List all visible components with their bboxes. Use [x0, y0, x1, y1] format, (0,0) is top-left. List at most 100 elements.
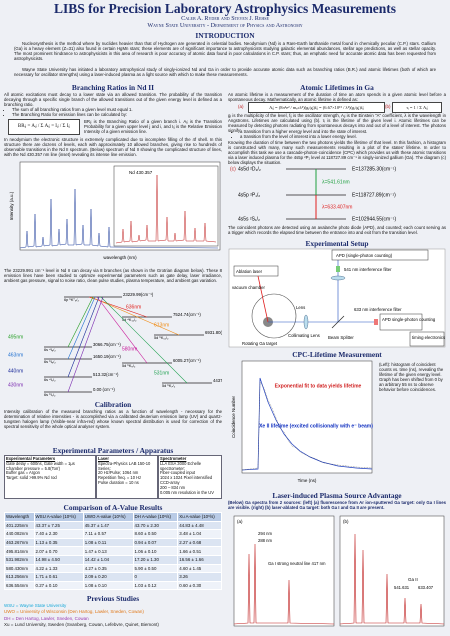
- box-title: Experimental Parameters: [6, 456, 56, 461]
- spectrum-trace: [233, 543, 335, 625]
- paragraph: Nucleosynthesis is the method where by n…: [14, 41, 436, 61]
- paragraph: Intensity calibration of the measured br…: [4, 409, 222, 429]
- y-axis-label: Intensity (a.u.): [9, 191, 14, 220]
- table-cell: 7.40 ± 2.30: [33, 529, 84, 539]
- table-cell: 2.09 ± 0.20: [82, 572, 134, 582]
- peak-label: 288 nm: [258, 538, 272, 543]
- apd-box: [379, 313, 423, 331]
- y-axis-label: Coincidence Number: [231, 395, 236, 438]
- section-heading: Experimental Parameters / Apparatus: [52, 446, 174, 455]
- study-item: DH = Den Hartog, Lawler, Sneden, Cowan: [4, 615, 89, 621]
- box-item: Repetition freq. = 10 Hz: [98, 475, 142, 481]
- setup-label: 541 nm interference filter: [344, 267, 392, 272]
- table-row: 440.082nm 7.40 ± 2.30 7.11 ± 0.57 8.60 ± 0.…: [4, 529, 222, 539]
- setup-label: Beam Splitter: [328, 335, 354, 340]
- setup-label: APD single-photon counting: [382, 317, 436, 322]
- setup-label: Rotating Ga target: [242, 341, 278, 346]
- setup-diagram: Ablation laser APD (single-photon countin…: [228, 248, 446, 348]
- transition: [67, 296, 94, 348]
- cpc-chart: Exponential fit to data yields lifetime …: [231, 360, 373, 483]
- transition: [100, 296, 188, 384]
- definition: BRᵢⱼ is the Branching Ratio of a given b…: [84, 119, 222, 134]
- laser-box: [233, 265, 279, 277]
- transition-label: λ=633.407nm: [322, 204, 352, 210]
- setup-label: vacuum chamber: [232, 285, 266, 290]
- box-item: Gate delay = 600ns, Gate width = 1μs: [6, 460, 75, 466]
- table-cell: 45.37 ± 1.47: [82, 520, 134, 531]
- paragraph: Knowing the duration of time between the…: [228, 140, 446, 165]
- paragraph: All atomic excitations must decay to a l…: [4, 92, 222, 107]
- lens: [303, 314, 309, 330]
- note: (Left): histogram of coincident counts v…: [379, 362, 444, 392]
- bullet: a transition from a higher energy level …: [240, 129, 450, 134]
- transition-label: 531nm: [154, 370, 169, 376]
- filter: [374, 319, 378, 325]
- level-energy: 6931.80(cm⁻¹): [205, 330, 222, 335]
- level-energy: 7524.74(cm⁻¹): [173, 312, 201, 317]
- paragraph: The coincident photons are detected usin…: [228, 225, 446, 235]
- tag: (b): [343, 519, 349, 524]
- level-term: 5d ⁶K₇/₂: [162, 384, 176, 388]
- level-term: 4s5d ²D₃/₂: [238, 166, 261, 172]
- table-cell: 1.47 ± 0.13: [82, 546, 134, 556]
- level-energy: 23229.99(cm⁻¹): [123, 292, 154, 297]
- level-term: 6s ⁴I₇/₂: [44, 378, 56, 382]
- histogram: [241, 381, 373, 471]
- ga-spectrum-b: (b) Ga II 541.631 633.407: [339, 515, 445, 627]
- level-energy: 1650.19(cm⁻¹): [93, 354, 121, 359]
- formula: τᵢ = 1 / Σ Aᵢⱼ: [392, 102, 442, 113]
- header-row: Wavelength WSU A-value (10⁶/s) UWO A-value…: [4, 512, 222, 522]
- formula: BRᵢⱼ = Aᵢⱼ / Σ Aᵢⱼ = Iᵢⱼ / Σ Iᵢⱼ: [8, 119, 80, 135]
- table-cell: 44.83 ± 4.48: [177, 520, 222, 531]
- filter: [336, 266, 340, 272]
- inset-frame: [113, 165, 219, 247]
- table-cell: 14.98 ± 4.50: [33, 554, 84, 565]
- ga-level-diagram: (c) 4s5d ²D₃/₂ E=137285.30(cm⁻¹) 4s5p ²P₁/₂…: [230, 166, 397, 222]
- affiliation: Wayne State University - Department of P…: [147, 22, 303, 29]
- level-energy: 6005.27(cm⁻¹): [173, 358, 201, 363]
- section-heading: Experimental Setup: [305, 239, 369, 248]
- x-axis-label: wavelength (nm): [103, 255, 137, 260]
- paragraph: Wayne State University has initiated a l…: [14, 67, 436, 77]
- table-cell: 16.56 ± 1.66: [177, 554, 222, 565]
- box-item: Chamber pressure = 5.8(Torr): [6, 465, 61, 471]
- level-energy: E=137285.30(cm⁻¹): [352, 166, 397, 172]
- bullet: The sum of all branching ratios from a g…: [12, 107, 226, 112]
- section-heading: Previous Studies: [86, 594, 140, 603]
- level-term: 4s5s ²S₁/₂: [238, 216, 260, 222]
- transition-label: 430nm: [8, 382, 23, 388]
- section-heading: Branching Ratios in Nd II: [71, 83, 155, 92]
- table-cell: 1.06 ± 0.10: [132, 546, 179, 556]
- table-cell: 4.60 ± 1.45: [177, 563, 222, 574]
- level-energy: E=102944.55(cm⁻¹): [352, 216, 397, 222]
- table-cell: 1.08 ± 0.11: [82, 537, 134, 548]
- level-energy: 0.00 (cm⁻¹): [93, 387, 115, 392]
- inset-trace: [115, 174, 217, 244]
- box-item: Target: solid >99.9% Nd rod: [6, 475, 57, 481]
- peak-label: Ga II: [408, 577, 418, 582]
- table-cell: 1.66 ± 0.51: [177, 546, 222, 556]
- beam-splitter: [331, 315, 345, 329]
- level-term: 5d ⁴K₁₁/₂: [122, 318, 137, 322]
- header-cell: UWO A-value (10⁶/s): [82, 512, 134, 522]
- formula: Aᵢⱼ = (8π²e² / mₑcλ²)(gᵢ/gⱼ)fᵢⱼ = (6.67×…: [248, 102, 385, 113]
- table-cell: 2.27 ± 0.68: [177, 537, 222, 548]
- plot-frame: [233, 515, 335, 627]
- title: LIBS for Precision Laboratory Astrophysi…: [53, 1, 397, 16]
- table-cell: 4.22 ± 1.33: [33, 563, 84, 574]
- level-term: 6s ⁶I₉/₂: [44, 360, 56, 364]
- header-cell: DH A-value (10⁶/s): [132, 512, 179, 522]
- level-term: 4s5p ²P₁/₂: [238, 192, 260, 198]
- parameter-box: Spectrometer LLA ESA 3000 Echelle spectro…: [158, 455, 222, 499]
- box-item: Buffer gas = Argon: [6, 470, 40, 476]
- transition-label: 440nm: [8, 368, 23, 374]
- box-item: 200 – 834 nm: [160, 484, 186, 490]
- transition-label: 613nm: [154, 322, 169, 328]
- paragraph: The 23229.991 cm⁻¹ level in Nd II can de…: [4, 268, 222, 283]
- transition-label: 636nm: [126, 304, 141, 310]
- level-term: 5d ⁶K₉/₂: [122, 364, 136, 368]
- lens: [330, 275, 346, 281]
- table-cell: 0: [132, 572, 179, 582]
- section-heading: CPC-Lifetime Measurement: [292, 350, 382, 359]
